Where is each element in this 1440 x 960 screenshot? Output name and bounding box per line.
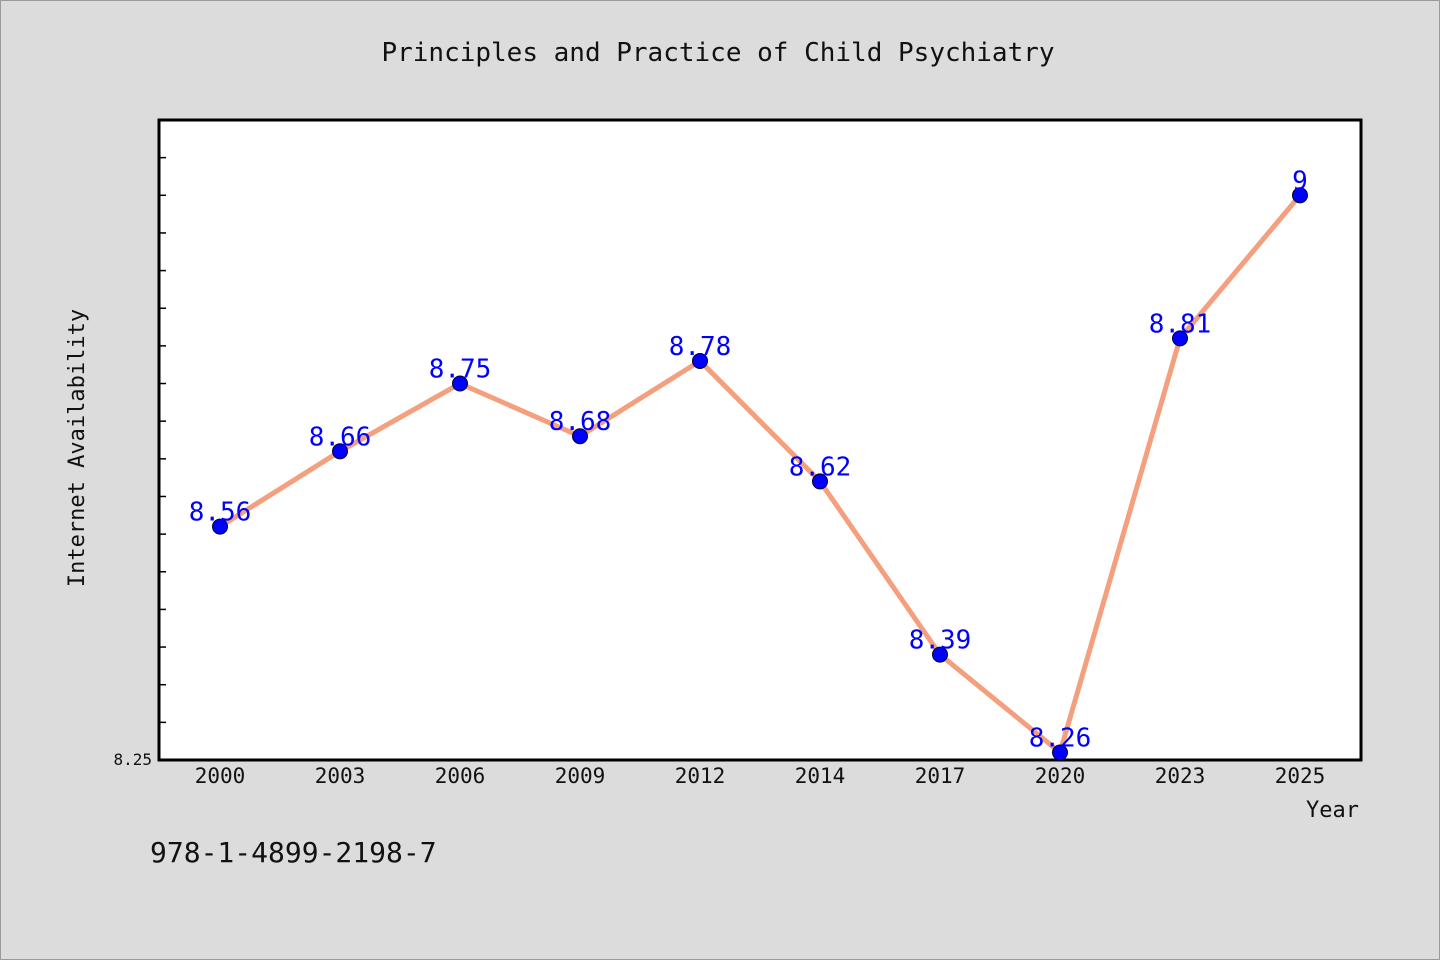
x-tick-label: 2025 — [1275, 764, 1326, 788]
data-point — [1052, 744, 1068, 761]
data-label: 8.68 — [549, 407, 612, 437]
x-tick-label: 2012 — [675, 764, 726, 788]
data-label: 8.56 — [189, 498, 252, 528]
data-point — [1292, 187, 1308, 204]
x-tick-label: 2017 — [915, 764, 966, 788]
data-point — [932, 646, 948, 663]
x-tick-label: 2020 — [1035, 764, 1086, 788]
x-axis-title: Year — [1306, 798, 1359, 823]
y-axis-tick-labels: 8.25 — [113, 750, 152, 769]
x-tick-label: 2006 — [435, 764, 486, 788]
data-label: 8.75 — [429, 355, 492, 385]
x-tick-label: 2003 — [315, 764, 366, 788]
y-axis-ticks — [159, 156, 166, 761]
chart-title: Principles and Practice of Child Psychia… — [381, 38, 1054, 68]
data-label: 8.66 — [309, 422, 372, 452]
data-point — [452, 375, 468, 392]
data-point — [812, 473, 828, 490]
x-tick-label: 2009 — [555, 764, 606, 788]
data-point — [1172, 330, 1188, 347]
data-point — [572, 428, 588, 445]
data-label: 8.26 — [1029, 723, 1092, 753]
x-tick-label: 2014 — [795, 764, 846, 788]
data-point — [212, 518, 228, 535]
data-point — [332, 443, 348, 460]
y-tick-label: 8.25 — [113, 750, 152, 769]
data-label: 8.78 — [669, 332, 732, 362]
data-point — [692, 352, 708, 369]
data-labels: 8.56 8.66 8.75 8.68 8.78 8.62 8.39 8.26 8.81 9 — [189, 166, 1308, 753]
x-tick-label: 2023 — [1155, 764, 1206, 788]
data-label: 9 — [1292, 166, 1308, 196]
data-label: 8.62 — [789, 452, 852, 482]
series-line — [218, 193, 1302, 755]
y-axis-title: Internet Availability — [65, 309, 90, 587]
x-tick-label: 2000 — [195, 764, 246, 788]
series-markers — [212, 187, 1308, 761]
data-label: 8.81 — [1149, 309, 1212, 339]
x-axis-tick-labels: 2000 2003 2006 2009 2012 2014 2017 2020 2023 2025 — [195, 764, 1326, 788]
data-label: 8.39 — [909, 626, 972, 656]
isbn-caption: 978-1-4899-2198-7 — [150, 836, 437, 869]
